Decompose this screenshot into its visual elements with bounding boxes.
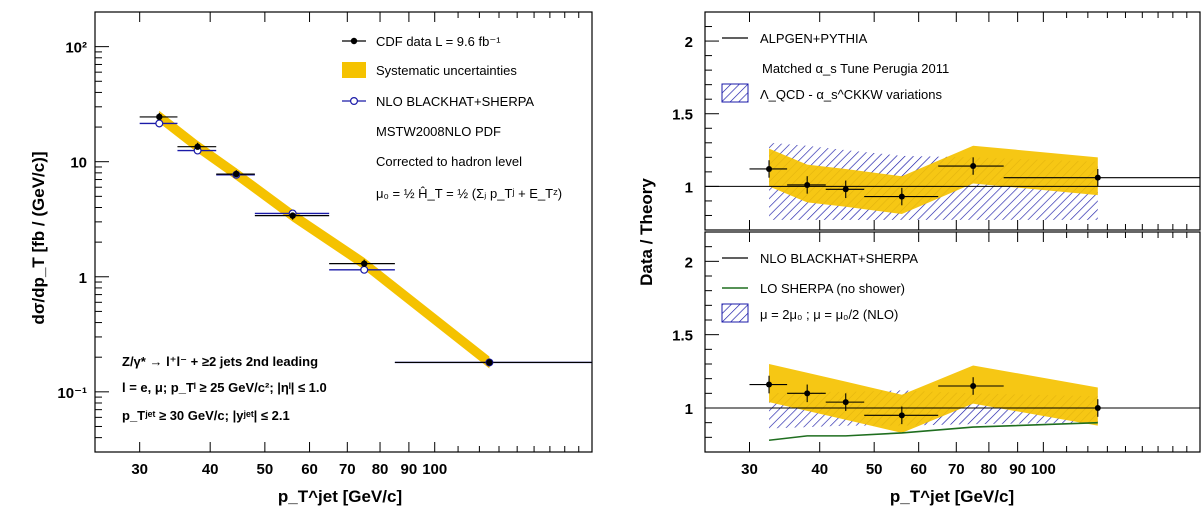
bottom-ratio-x-tick-label: 90 bbox=[1009, 461, 1026, 478]
bottom-ratio-x-tick-label: 40 bbox=[811, 461, 828, 478]
top-ratio-point bbox=[766, 165, 773, 172]
data-point bbox=[156, 113, 163, 121]
top-ratio-point bbox=[970, 163, 977, 170]
legend-scale-var-swatch bbox=[721, 303, 749, 323]
systematic-uncertainty-band bbox=[159, 110, 490, 369]
left-y-tick-label: 10 bbox=[70, 155, 87, 172]
legend-pdf-label: MSTW2008NLO PDF bbox=[376, 124, 501, 139]
ckkw-variation-band-group bbox=[769, 142, 1098, 220]
data-point bbox=[233, 170, 240, 178]
legend-nlo-marker bbox=[350, 96, 359, 105]
scale-variation-band-systematics bbox=[769, 364, 1098, 433]
bottom-ratio-x-tick-label: 30 bbox=[741, 461, 758, 478]
legend-data-label: CDF data L = 9.6 fb⁻¹ bbox=[376, 34, 501, 49]
bottom-ratio-x-tick-label: 100 bbox=[1031, 461, 1056, 478]
nlo-point bbox=[360, 265, 369, 274]
scale-variation-band-group bbox=[769, 364, 1098, 433]
annotation-line-2: l = e, μ; p_Tˡ ≥ 25 GeV/c²; |ηˡ| ≤ 1.0 bbox=[122, 380, 327, 395]
bottom-ratio-legend: NLO BLACKHAT+SHERPA LO SHERPA (no shower… bbox=[721, 251, 918, 323]
annotation-line-1: Z/γ* → l⁺l⁻ + ≥2 jets 2nd leading bbox=[122, 354, 318, 369]
legend-ckkw-swatch bbox=[721, 83, 749, 103]
left-x-tick-label: 50 bbox=[257, 461, 274, 478]
selection-annotation: Z/γ* → l⁺l⁻ + ≥2 jets 2nd leading l = e,… bbox=[122, 354, 327, 423]
data-point bbox=[361, 260, 368, 267]
bottom-ratio-y-tick-label: 2 bbox=[685, 254, 693, 271]
left-plot-frame bbox=[94, 11, 593, 453]
data-point bbox=[194, 143, 201, 150]
left-x-tick-label: 30 bbox=[131, 461, 148, 478]
top-ratio-point bbox=[898, 193, 905, 200]
annotation-line-3: p_Tʲᵉᵗ ≥ 30 GeV/c; |yʲᵉᵗ| ≤ 2.1 bbox=[122, 408, 290, 423]
legend-scale-label: μ₀ = ½ Ĥ_T = ½ (Σⱼ p_Tʲ + E_Tᶻ) bbox=[376, 186, 562, 201]
bottom-ratio-y-tick-label: 1 bbox=[685, 401, 693, 418]
legend-correction-label: Corrected to hadron level bbox=[376, 154, 522, 169]
left-band-group bbox=[159, 110, 490, 369]
left-y-tick-label: 10² bbox=[65, 40, 87, 57]
left-x-tick-label: 80 bbox=[372, 461, 389, 478]
legend-data-marker bbox=[350, 37, 358, 45]
ckkw-variation-band-systematics bbox=[769, 145, 1098, 215]
right-y-axis-label: Data / Theory bbox=[637, 178, 656, 286]
bottom-ratio-point bbox=[842, 399, 849, 406]
left-x-axis-label: p_T^jet [GeV/c] bbox=[278, 487, 402, 506]
left-x-tick-label: 60 bbox=[301, 461, 318, 478]
top-ratio-point bbox=[1094, 174, 1101, 181]
lo-sherpa-curve bbox=[768, 421, 1098, 442]
data-point bbox=[486, 359, 493, 366]
data-point bbox=[289, 212, 296, 219]
right-x-axis-label: p_T^jet [GeV/c] bbox=[890, 487, 1014, 506]
legend-alpgen-label: ALPGEN+PYTHIA bbox=[760, 31, 868, 46]
legend-systematic-swatch bbox=[342, 62, 366, 78]
bottom-ratio-x-tick-label: 60 bbox=[910, 461, 927, 478]
top-ratio-y-tick-label: 1.5 bbox=[672, 107, 693, 124]
nlo-point bbox=[155, 119, 164, 128]
top-ratio-frame bbox=[704, 11, 1201, 231]
left-x-tick-label: 100 bbox=[422, 461, 447, 478]
legend-tune-label: Matched α_s Tune Perugia 2011 bbox=[762, 61, 949, 76]
left-legend: CDF data L = 9.6 fb⁻¹ Systematic uncerta… bbox=[342, 34, 562, 201]
left-x-tick-label: 40 bbox=[202, 461, 219, 478]
bottom-ratio-x-tick-label: 80 bbox=[981, 461, 998, 478]
bottom-ratio-point bbox=[1094, 405, 1101, 411]
legend-lo-label: LO SHERPA (no shower) bbox=[760, 281, 905, 296]
legend-nlo-label: NLO BLACKHAT+SHERPA bbox=[376, 94, 534, 109]
legend-scale-var-label: μ = 2μ₀ ; μ = μ₀/2 (NLO) bbox=[760, 307, 898, 322]
legend-nlo-ref-label: NLO BLACKHAT+SHERPA bbox=[760, 251, 918, 266]
legend-systematic-label: Systematic uncertainties bbox=[376, 63, 517, 78]
left-x-tick-label: 70 bbox=[339, 461, 356, 478]
left-y-tick-label: 1 bbox=[79, 270, 87, 287]
bottom-ratio-x-tick-label: 50 bbox=[866, 461, 883, 478]
top-ratio-y-tick-label: 2 bbox=[685, 34, 693, 51]
bottom-ratio-y-tick-label: 1.5 bbox=[672, 328, 693, 345]
top-ratio-legend: ALPGEN+PYTHIA Matched α_s Tune Perugia 2… bbox=[721, 31, 949, 103]
bottom-ratio-x-tick-label: 70 bbox=[948, 461, 965, 478]
bottom-ratio-point bbox=[970, 383, 977, 389]
top-ratio-y-tick-label: 1 bbox=[685, 179, 693, 196]
bottom-ratio-frame bbox=[704, 231, 1201, 453]
top-ratio-point bbox=[804, 181, 811, 188]
legend-ckkw-label: Λ_QCD - α_s^CKKW variations bbox=[760, 87, 942, 102]
left-y-tick-label: 10⁻¹ bbox=[57, 385, 87, 402]
left-y-axis-label: dσ/dp_T [fb / (GeV/c)] bbox=[29, 151, 48, 324]
left-x-tick-label: 90 bbox=[401, 461, 418, 478]
bottom-ratio-point bbox=[898, 412, 905, 419]
bottom-ratio-point bbox=[804, 390, 811, 397]
bottom-ratio-point bbox=[766, 381, 773, 388]
top-ratio-point bbox=[842, 186, 849, 193]
